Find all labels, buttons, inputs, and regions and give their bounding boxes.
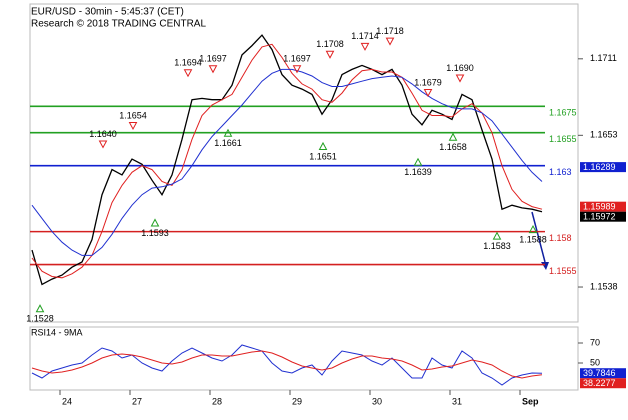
price-tag <box>580 201 626 212</box>
x-tick-label: 29 <box>292 396 302 406</box>
series-line <box>31 43 543 279</box>
high-marker <box>423 89 433 98</box>
low-marker <box>223 128 233 137</box>
x-tick-label: 27 <box>132 396 142 406</box>
y-tick-label: 1.1711 <box>590 53 617 63</box>
y-tick-label: 70 <box>590 337 600 347</box>
rsi-frame <box>29 326 579 391</box>
price-tag-label: 1.15989 <box>583 202 616 212</box>
level-label: 1.163 <box>549 167 572 177</box>
low-marker <box>492 231 502 240</box>
low-marker <box>318 141 328 150</box>
level-label: 1.1675 <box>549 108 577 118</box>
low-label: 1.1528 <box>26 314 54 324</box>
high-marker <box>98 140 108 149</box>
low-marker <box>528 225 538 234</box>
low-label: 1.1651 <box>309 151 337 161</box>
low-label: 1.1583 <box>483 241 511 251</box>
low-marker <box>413 157 423 166</box>
rsi-title: RSI14 - 9MA <box>31 327 83 337</box>
y-tick-label: 1.1538 <box>590 281 618 291</box>
price-tag-label: 39.7846 <box>583 368 616 378</box>
x-tick-label: Sep <box>522 396 539 406</box>
low-marker <box>448 132 458 141</box>
high-marker <box>183 69 193 78</box>
price-tag <box>580 378 626 389</box>
high-label: 1.1718 <box>376 26 404 36</box>
level-label: 1.1655 <box>549 134 577 144</box>
high-marker <box>128 122 138 131</box>
high-marker <box>325 50 335 59</box>
high-marker <box>385 37 395 46</box>
level-label: 1.1555 <box>549 266 577 276</box>
high-label: 1.1714 <box>351 31 379 41</box>
y-tick-label: 1.1653 <box>590 130 618 140</box>
low-marker <box>150 218 160 227</box>
series-line <box>31 68 543 256</box>
low-label: 1.1658 <box>439 142 467 152</box>
low-label: 1.1593 <box>141 228 169 238</box>
x-tick-label: 28 <box>212 396 222 406</box>
high-label: 1.1690 <box>446 63 474 73</box>
y-tick-label: 50 <box>590 357 600 367</box>
price-frame <box>29 3 579 323</box>
high-label: 1.1654 <box>119 110 147 120</box>
x-tick-label: 30 <box>372 396 382 406</box>
high-label: 1.1697 <box>283 54 311 64</box>
low-marker <box>35 304 45 313</box>
level-label: 1.158 <box>549 233 572 243</box>
high-label: 1.1694 <box>174 58 202 68</box>
high-marker <box>292 65 302 74</box>
price-tag <box>580 211 626 222</box>
price-tag-label: 1.15972 <box>583 212 616 222</box>
series-line <box>31 350 543 379</box>
high-marker <box>208 65 218 74</box>
price-tag <box>580 162 626 173</box>
price-tag-label: 1.16289 <box>583 162 616 172</box>
price-tag <box>580 368 626 379</box>
high-marker <box>360 42 370 51</box>
x-tick-label: 31 <box>452 396 462 406</box>
x-tick-label: 24 <box>62 396 72 406</box>
high-marker <box>455 74 465 83</box>
high-label: 1.1708 <box>316 39 344 49</box>
series-line <box>31 34 543 286</box>
high-label: 1.1697 <box>199 54 227 64</box>
price-tag-label: 38.2277 <box>583 378 616 388</box>
low-label: 1.1661 <box>214 138 242 148</box>
chart-title: EUR/USD - 30min - 5:45:37 (CET) <box>31 7 184 18</box>
low-label: 1.1639 <box>404 167 432 177</box>
high-label: 1.1640 <box>89 129 117 139</box>
high-label: 1.1679 <box>414 77 442 87</box>
chart-subtitle: Research © 2018 TRADING CENTRAL <box>31 19 206 30</box>
low-label: 1.1588 <box>519 234 547 244</box>
